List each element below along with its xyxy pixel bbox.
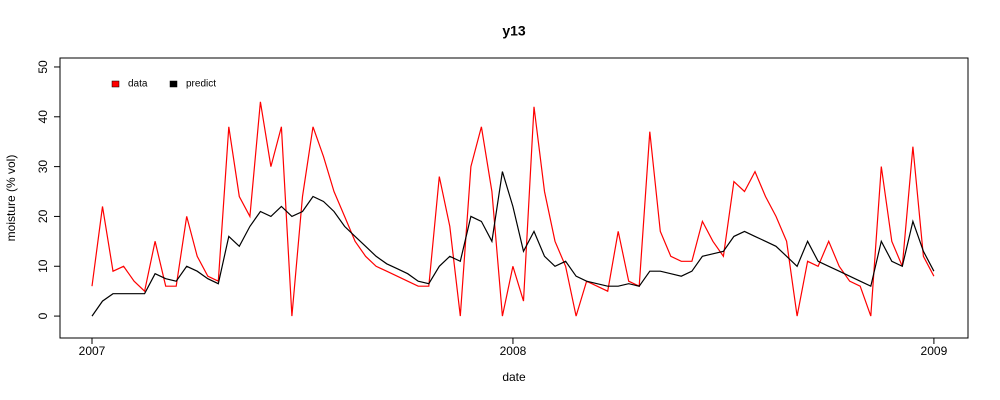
y-tick-label: 10	[36, 259, 50, 273]
y-tick-label: 50	[36, 60, 50, 74]
data-line	[91, 101, 935, 317]
data-line	[91, 171, 935, 317]
y-tick-label: 20	[36, 209, 50, 223]
plot-box	[59, 57, 969, 339]
legend-label: predict	[186, 79, 216, 90]
legend-swatch	[111, 80, 120, 88]
x-tick-label: 2009	[921, 344, 948, 358]
y-tick-label: 40	[36, 110, 50, 124]
x-axis-label: date	[502, 370, 526, 384]
chart-title: y13	[502, 23, 526, 39]
legend-label: data	[128, 79, 148, 90]
x-tick-label: 2008	[500, 344, 527, 358]
y-tick-label: 0	[36, 312, 50, 319]
legend-swatch	[169, 80, 178, 88]
x-tick-label: 2007	[79, 344, 106, 358]
y-tick-label: 30	[36, 160, 50, 174]
y-axis-label: moisture (% vol)	[4, 155, 18, 242]
